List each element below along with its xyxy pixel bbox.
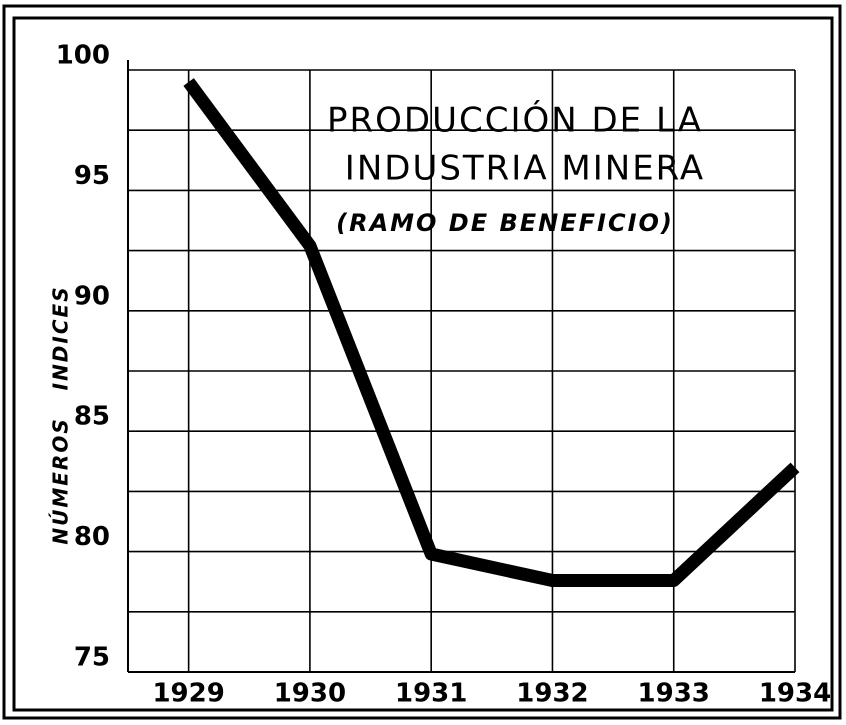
inner-frame xyxy=(12,16,834,712)
y-tick-label: 95 xyxy=(74,161,110,191)
x-tick-label: 1929 xyxy=(152,679,224,709)
chart-title: INDUSTRIA MINERA xyxy=(345,149,705,189)
y-tick-label: 75 xyxy=(74,643,110,673)
data-line xyxy=(183,78,800,587)
x-tick-label: 1931 xyxy=(395,679,467,709)
chart-title: PRODUCCIÓN DE LA xyxy=(327,100,703,141)
outer-frame xyxy=(2,4,842,720)
y-axis-label: NÚMEROS INDICES xyxy=(49,285,73,544)
y-tick-label: 80 xyxy=(74,522,110,552)
y-tick-label: 100 xyxy=(56,41,110,71)
x-tick-label: 1934 xyxy=(759,679,831,709)
y-tick-label: 90 xyxy=(74,281,110,311)
x-tick-label: 1930 xyxy=(274,679,346,709)
x-tick-label: 1933 xyxy=(638,679,710,709)
chart-subtitle: (RAMO DE BENEFICIO) xyxy=(336,209,674,237)
x-tick-label: 1932 xyxy=(516,679,588,709)
y-tick-label: 85 xyxy=(74,402,110,432)
